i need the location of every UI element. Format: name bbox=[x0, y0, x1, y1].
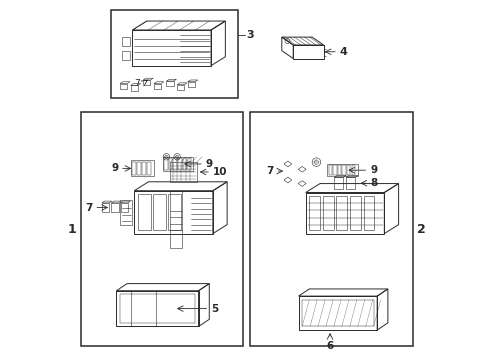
Text: 8: 8 bbox=[370, 178, 377, 188]
Text: 9: 9 bbox=[206, 159, 213, 169]
Text: 7: 7 bbox=[85, 203, 93, 212]
Bar bbox=[302, 300, 373, 327]
Bar bbox=[350, 196, 361, 230]
Bar bbox=[169, 158, 172, 170]
Text: 9: 9 bbox=[370, 165, 377, 175]
Bar bbox=[137, 162, 141, 175]
Bar bbox=[343, 165, 346, 175]
Text: 5: 5 bbox=[211, 303, 219, 314]
Bar bbox=[173, 158, 177, 170]
Bar bbox=[168, 194, 181, 230]
Bar bbox=[138, 194, 151, 230]
Text: 1: 1 bbox=[67, 222, 76, 235]
Text: 10: 10 bbox=[213, 167, 227, 177]
Bar bbox=[132, 162, 136, 175]
Bar bbox=[164, 158, 168, 170]
Bar bbox=[351, 165, 355, 175]
Bar bbox=[163, 157, 193, 171]
Text: 2: 2 bbox=[417, 222, 426, 235]
Bar bbox=[153, 194, 166, 230]
Bar bbox=[347, 165, 350, 175]
Text: 4: 4 bbox=[340, 47, 347, 57]
Bar bbox=[120, 294, 195, 323]
Bar bbox=[334, 177, 343, 189]
Bar bbox=[187, 158, 191, 170]
Bar bbox=[183, 158, 186, 170]
Bar bbox=[346, 177, 355, 189]
Bar bbox=[250, 112, 413, 346]
Text: 7: 7 bbox=[134, 79, 140, 88]
Bar bbox=[122, 37, 130, 46]
Bar bbox=[122, 51, 130, 60]
Text: 9: 9 bbox=[111, 163, 118, 174]
Bar bbox=[364, 196, 374, 230]
Bar bbox=[333, 165, 337, 175]
Bar bbox=[337, 196, 347, 230]
Bar bbox=[338, 165, 341, 175]
Bar bbox=[323, 196, 334, 230]
Text: 7: 7 bbox=[266, 166, 273, 176]
Bar bbox=[170, 191, 182, 248]
Bar bbox=[178, 158, 181, 170]
Text: 3: 3 bbox=[247, 30, 254, 40]
Bar bbox=[329, 165, 332, 175]
Bar bbox=[170, 162, 197, 182]
Bar bbox=[309, 196, 320, 230]
Bar bbox=[120, 200, 132, 225]
Bar bbox=[142, 162, 146, 175]
Bar bbox=[327, 164, 358, 176]
Text: 6: 6 bbox=[326, 342, 334, 351]
Bar bbox=[111, 10, 238, 98]
Bar bbox=[81, 112, 243, 346]
Bar bbox=[131, 160, 154, 176]
Bar bbox=[147, 162, 151, 175]
